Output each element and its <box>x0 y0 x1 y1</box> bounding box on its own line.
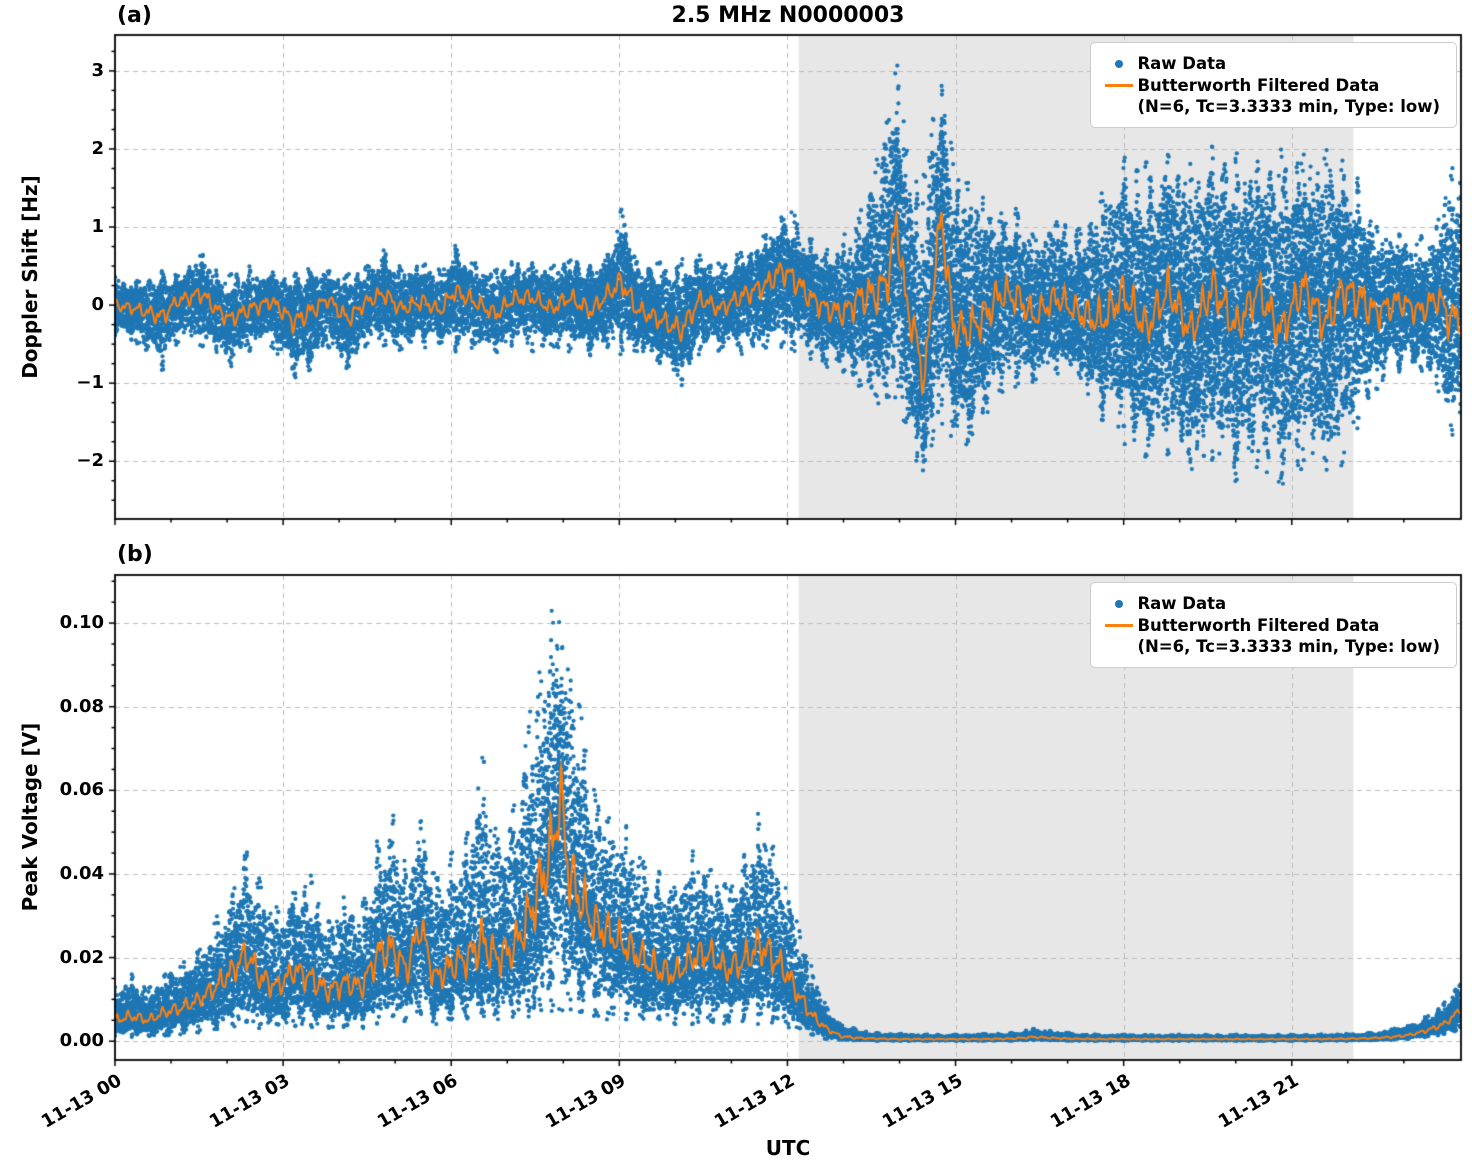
legend-filtered-label: Butterworth Filtered Data <box>1137 616 1380 636</box>
legend-entry-raw: Raw Data <box>1101 53 1440 74</box>
panel-a-label: (a) <box>117 3 152 28</box>
filtered-line-marker-icon <box>1105 624 1134 628</box>
y-tick-label: 0.02 <box>59 946 104 968</box>
legend-entry-raw: Raw Data <box>1101 593 1440 614</box>
panel-b-label: (b) <box>117 542 153 567</box>
y-tick-label: −1 <box>76 372 104 394</box>
raw-data-marker-icon <box>1115 599 1124 608</box>
y-tick-label: 0.10 <box>59 612 104 634</box>
legend-filtered-label: Butterworth Filtered Data <box>1137 76 1380 96</box>
filtered-line-marker-icon <box>1105 84 1134 88</box>
y-tick-label: 0 <box>91 294 104 316</box>
legend-entry-filtered: Butterworth Filtered Data (N=6, Tc=3.3333… <box>1101 75 1440 117</box>
legend-raw-label: Raw Data <box>1137 594 1227 613</box>
y-tick-label: 2 <box>91 137 104 159</box>
y-tick-label: 0.08 <box>59 695 104 717</box>
figure-title: 2.5 MHz N0000003 <box>671 3 905 28</box>
legend-filtered-params: (N=6, Tc=3.3333 min, Type: low) <box>1137 637 1440 657</box>
panel-a-y-axis-label: Doppler Shift [Hz] <box>18 175 42 379</box>
raw-data-marker-icon <box>1115 59 1124 68</box>
y-tick-label: 3 <box>91 59 104 81</box>
panel-a-legend: Raw Data Butterworth Filtered Data (N=6, … <box>1090 42 1457 129</box>
y-tick-label: 0.00 <box>59 1030 104 1052</box>
legend-raw-label: Raw Data <box>1137 54 1227 73</box>
y-tick-label: −2 <box>76 450 104 472</box>
y-tick-label: 1 <box>91 216 104 238</box>
x-axis-label: UTC <box>765 1136 811 1160</box>
y-tick-label: 0.06 <box>59 779 104 801</box>
legend-filtered-params: (N=6, Tc=3.3333 min, Type: low) <box>1137 97 1440 117</box>
panel-b-legend: Raw Data Butterworth Filtered Data (N=6, … <box>1090 582 1457 669</box>
y-tick-label: 0.04 <box>59 862 104 884</box>
legend-entry-filtered: Butterworth Filtered Data (N=6, Tc=3.3333… <box>1101 615 1440 657</box>
